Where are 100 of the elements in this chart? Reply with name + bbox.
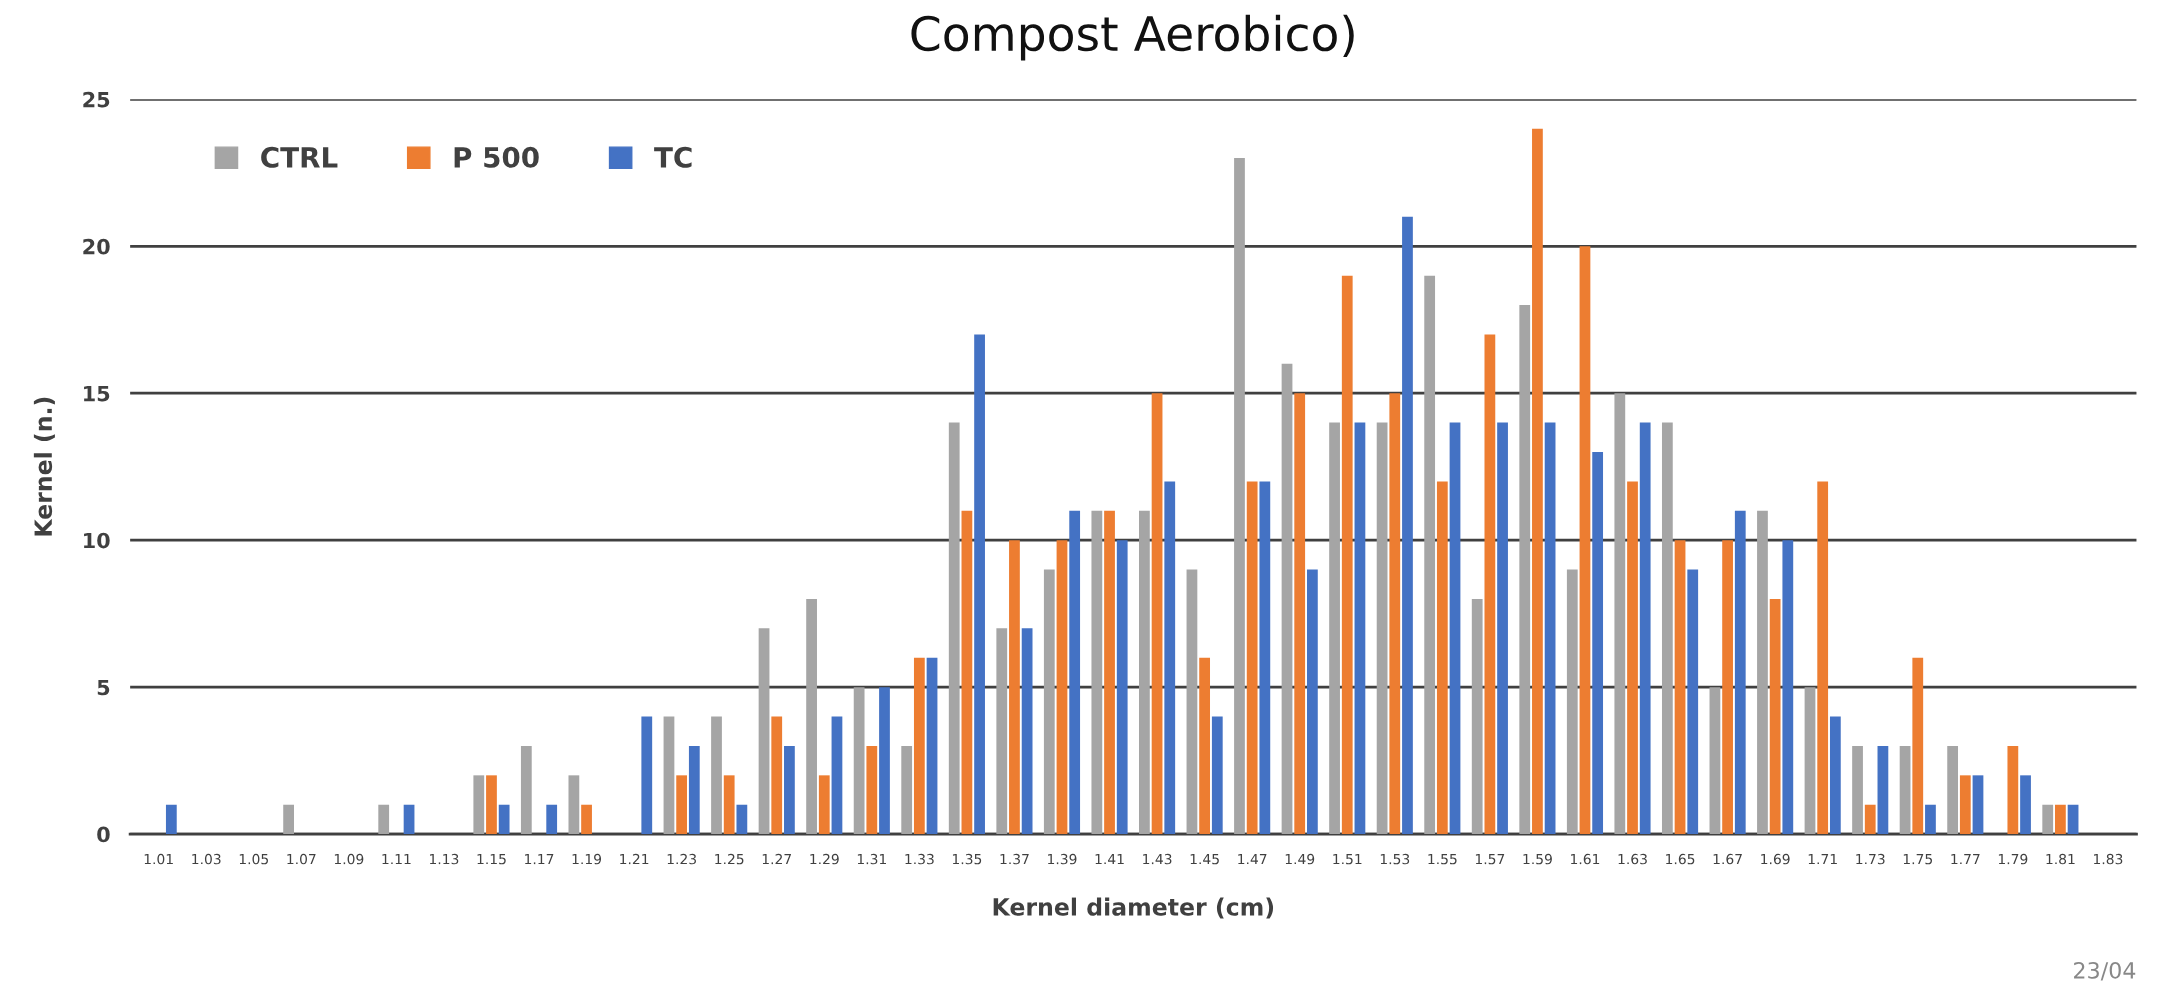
bar [1829, 716, 1841, 835]
bar [711, 716, 722, 835]
x-tick-label: 1.01 [144, 853, 173, 865]
bar [1674, 540, 1686, 835]
bar [1757, 510, 1768, 835]
bar [1354, 422, 1366, 835]
bar [1294, 393, 1306, 835]
bar [1484, 334, 1496, 835]
y-axis-title: Kernel (n.) [33, 397, 55, 536]
bar [961, 510, 973, 835]
bar [1614, 393, 1626, 835]
bar [1912, 657, 1924, 835]
bar [1139, 510, 1150, 835]
chart-title: Compost Aerobico) [911, 14, 1354, 61]
bar [1402, 216, 1413, 835]
bar [996, 628, 1008, 835]
text: 23/04 [2074, 961, 2136, 981]
x-tick-label: 1.71 [1808, 853, 1837, 865]
bar [688, 745, 700, 835]
x-tick-label: 1.27 [762, 853, 791, 865]
x-tick-label: 1.15 [477, 853, 506, 865]
y-tick-label: 0 [97, 826, 110, 843]
bar [1199, 657, 1211, 835]
bar [1234, 158, 1245, 835]
bar [1544, 422, 1556, 835]
x-tick-label: 1.13 [429, 853, 459, 865]
bar [758, 628, 770, 835]
bar [879, 687, 890, 835]
bar [1877, 745, 1889, 835]
bar [853, 687, 865, 835]
bar [1471, 598, 1483, 835]
bar [1959, 775, 1971, 835]
bar [1566, 569, 1578, 835]
x-axis-title: Kernel diameter (cm) [993, 897, 1274, 919]
x-tick-label: 1.39 [1048, 853, 1077, 865]
x-tick-label: 1.23 [667, 853, 696, 865]
x-tick-label: 1.11 [382, 853, 411, 865]
bar [1722, 540, 1733, 835]
bar [1259, 481, 1271, 835]
x-tick-label: 1.47 [1238, 853, 1267, 865]
bar [641, 716, 653, 835]
bar [2007, 745, 2019, 835]
x-tick-label: 1.41 [1095, 853, 1124, 865]
x-tick-label: 1.81 [2046, 853, 2075, 865]
x-tick-label: 1.53 [1380, 853, 1410, 865]
x-tick-label: 1.25 [715, 853, 744, 865]
bar [1899, 745, 1911, 835]
bar [1329, 422, 1340, 835]
x-tick-label: 1.43 [1143, 853, 1172, 865]
bar [818, 775, 830, 835]
bar [520, 745, 532, 835]
legend-label: CTRL [261, 146, 338, 168]
bar [165, 804, 177, 835]
x-tick-label: 1.21 [620, 853, 649, 865]
bar [1281, 363, 1293, 835]
bar [581, 804, 592, 835]
bar [1734, 510, 1746, 835]
bar [1639, 422, 1651, 835]
bar [1211, 716, 1223, 835]
bar [1376, 422, 1388, 835]
bar [283, 804, 295, 835]
x-tick-label: 1.03 [192, 853, 221, 865]
x-tick-label: 1.57 [1475, 853, 1505, 865]
x-tick-label: 1.09 [334, 853, 364, 865]
bar [378, 804, 390, 835]
bar [546, 804, 558, 835]
bar [1104, 510, 1115, 835]
x-tick-label: 1.55 [1428, 853, 1457, 865]
x-tick-label: 1.75 [1903, 853, 1933, 865]
x-tick-label: 1.29 [810, 853, 839, 865]
bar [473, 775, 485, 835]
bar [1056, 540, 1068, 835]
x-tick-label: 1.63 [1618, 853, 1647, 865]
x-tick-label: 1.51 [1333, 853, 1362, 865]
bar [1151, 393, 1163, 835]
x-tick-label: 1.19 [572, 853, 602, 865]
bar [498, 804, 510, 835]
x-tick-label: 1.65 [1666, 853, 1695, 865]
bar [403, 804, 415, 835]
bar [1709, 687, 1721, 835]
bar [1592, 452, 1604, 835]
bar [1021, 628, 1033, 835]
x-tick-label: 1.49 [1285, 853, 1315, 865]
bar [1116, 540, 1128, 835]
x-tick-label: 1.05 [239, 853, 268, 865]
bar [1069, 510, 1081, 835]
bar [2042, 804, 2054, 835]
bar [1769, 598, 1781, 835]
legend-label: TC [654, 146, 692, 168]
y-tick-label: 15 [84, 385, 110, 402]
bar [1009, 540, 1020, 835]
bar [1164, 481, 1176, 835]
x-tick-label: 1.79 [1998, 853, 2028, 865]
y-tick-label: 20 [83, 238, 110, 255]
x-tick-label: 1.17 [525, 853, 554, 865]
bar [1436, 481, 1448, 835]
bar [1424, 275, 1436, 835]
bar [1627, 481, 1638, 835]
bar [723, 775, 735, 835]
x-tick-label: 1.31 [857, 853, 886, 865]
